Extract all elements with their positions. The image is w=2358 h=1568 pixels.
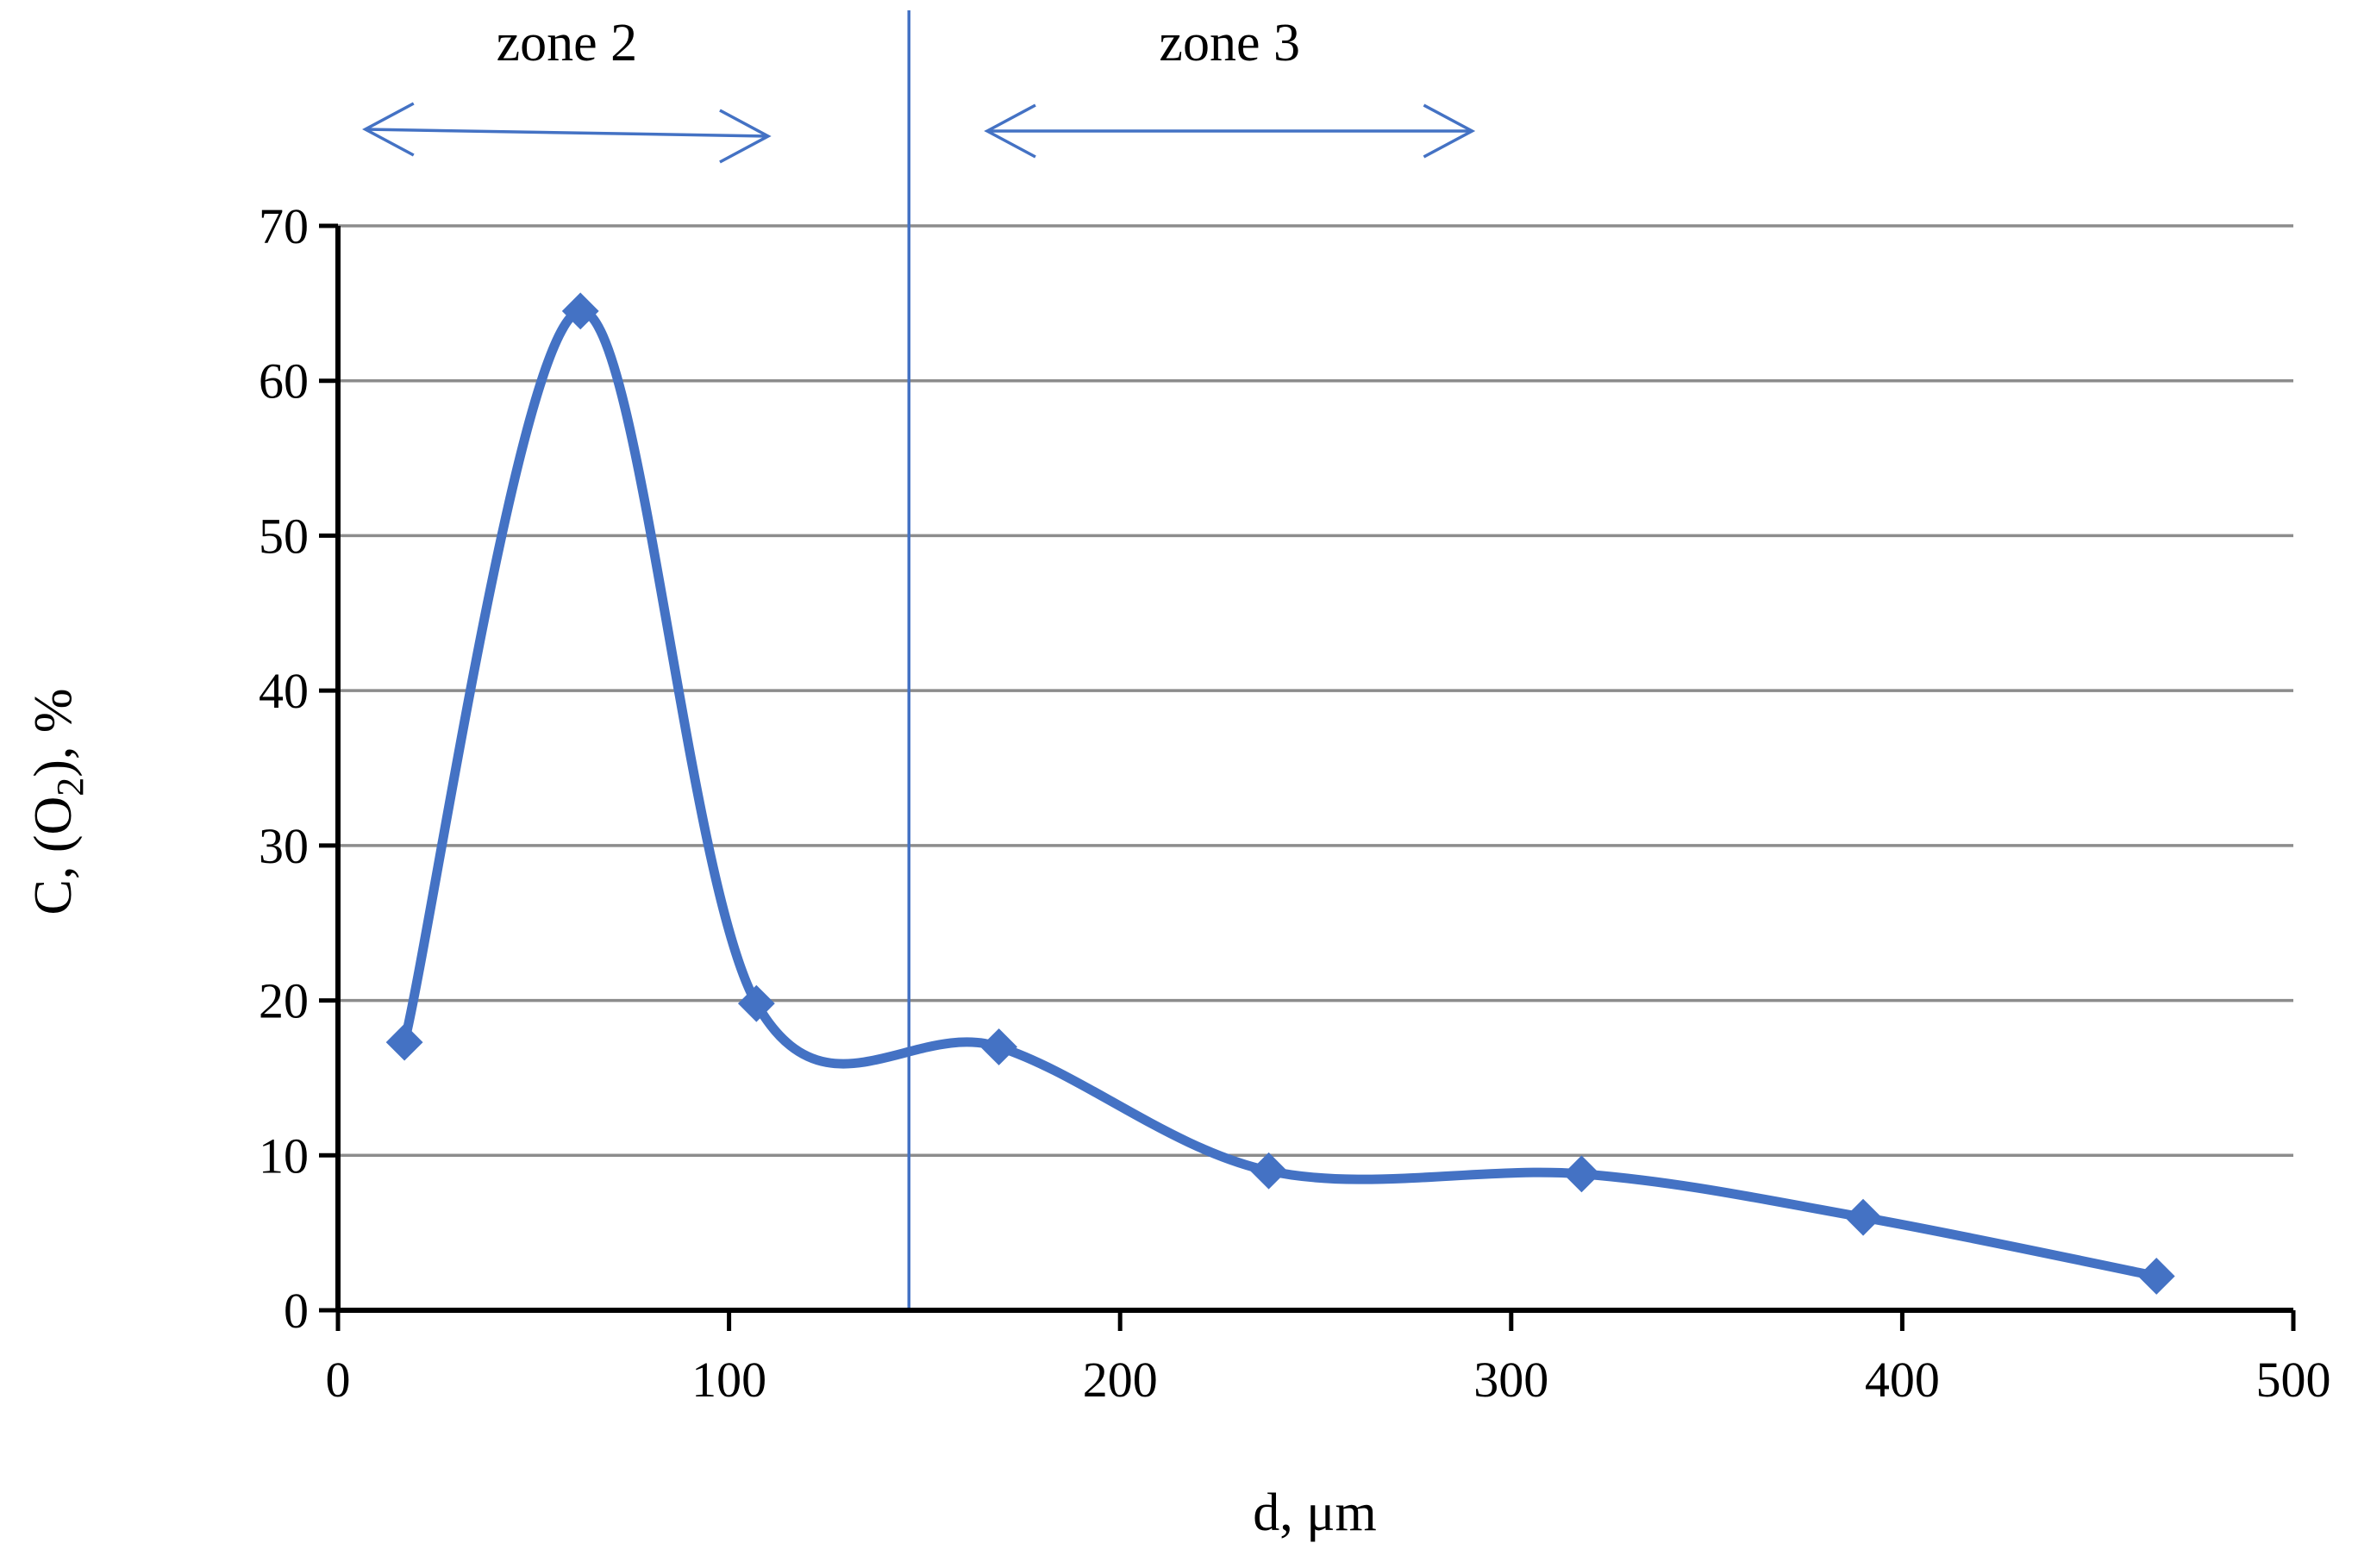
axes	[319, 223, 2296, 1331]
zone-arrow-3	[984, 103, 1476, 159]
data-point-5	[1563, 1155, 1600, 1193]
markers	[385, 292, 2175, 1295]
x-tick-label-3: 300	[1473, 1352, 1548, 1408]
y-axis-title-subscript: 2	[49, 778, 91, 796]
zone-arrow-shaft	[365, 128, 768, 138]
x-tick-label-0: 0	[326, 1352, 351, 1408]
y-axis-title-main: C, (O	[24, 796, 83, 915]
x-tick-label-4: 400	[1865, 1352, 1940, 1408]
zone-label-2: zone 2	[497, 14, 638, 72]
y-tick-label-1: 10	[259, 1128, 309, 1184]
data-point-6	[1844, 1198, 1882, 1236]
y-tick-label-0: 0	[284, 1283, 309, 1339]
zone-arrow-head-left	[984, 103, 1036, 159]
data-point-1	[561, 292, 599, 330]
zone-arrow-head-left	[362, 102, 415, 157]
series-line-0	[399, 306, 2161, 1281]
data-point-0	[385, 1023, 423, 1061]
data-point-7	[2137, 1258, 2175, 1295]
series-layer	[399, 306, 2161, 1281]
x-tick-label-5: 500	[2256, 1352, 2331, 1408]
y-tick-label-6: 60	[259, 353, 309, 409]
y-tick-label-4: 40	[259, 663, 309, 719]
y-tick-label-7: 70	[259, 198, 309, 254]
x-tick-label-1: 100	[691, 1352, 766, 1408]
zone-arrow-head-right	[1423, 103, 1476, 159]
zone-label-3: zone 3	[1159, 14, 1300, 72]
y-tick-label-2: 20	[259, 973, 309, 1029]
tick-labels: 0 10 20 30 40 50 60 70 0 100 200 300 400 500	[259, 198, 2331, 1408]
gridlines	[338, 224, 2293, 1158]
zone-arrow-head-right	[719, 109, 772, 164]
x-tick-label-2: 200	[1083, 1352, 1158, 1408]
zone-arrow-2	[362, 102, 772, 164]
y-axis-title-tail: ), %	[24, 688, 83, 777]
x-axis-title: d, μm	[1253, 1484, 1376, 1542]
y-tick-label-3: 30	[259, 818, 309, 874]
zone-annotations: zone 2 zone 3	[362, 14, 1476, 164]
data-point-3	[980, 1028, 1017, 1065]
y-axis-title: C, (O2), %	[24, 688, 91, 915]
data-point-4	[1250, 1152, 1287, 1190]
y-tick-label-5: 50	[259, 508, 309, 564]
data-point-2	[737, 984, 775, 1022]
